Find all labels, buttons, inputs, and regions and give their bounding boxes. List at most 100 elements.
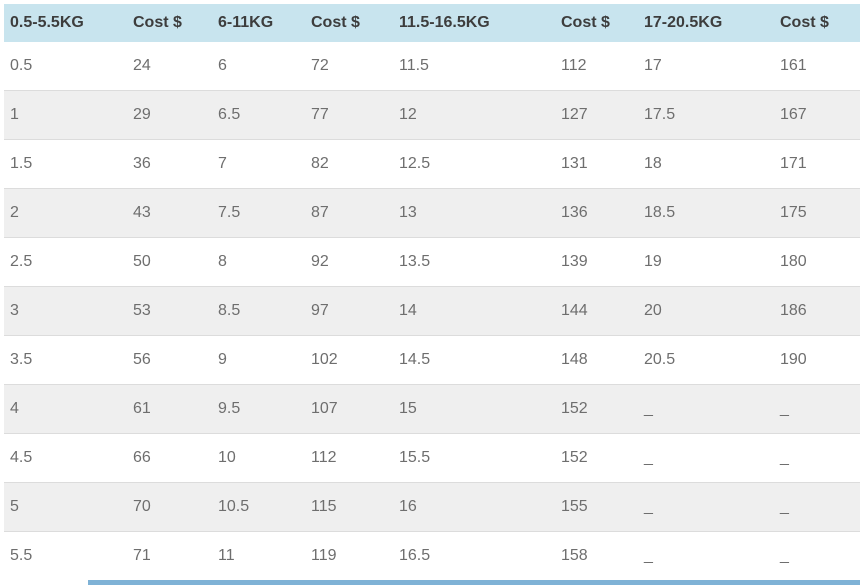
- weight-cell: 7.5: [212, 188, 305, 238]
- weight-cell: 20: [638, 286, 774, 336]
- weight-cell: _: [638, 433, 774, 483]
- table-row: 4.5 66 10 112 15.5 152 _ _: [4, 433, 860, 483]
- cost-cell: 43: [127, 188, 212, 238]
- table-row: 3.5 56 9 102 14.5 148 20.5 190: [4, 335, 860, 385]
- weight-cell: 13.5: [393, 237, 555, 287]
- header-cost-column: Cost $: [127, 4, 212, 42]
- cost-cell: 92: [305, 237, 393, 287]
- cost-cell: 136: [555, 188, 638, 238]
- cost-cell: 50: [127, 237, 212, 287]
- cost-cell: _: [774, 482, 860, 532]
- cost-cell: 112: [561, 57, 587, 74]
- cost-cell: 131: [555, 139, 638, 189]
- weight-cell: 16: [393, 482, 555, 532]
- table-row: 3 53 8.5 97 14 144 20 186: [4, 286, 860, 336]
- cost-cell: 71: [127, 531, 212, 580]
- cost-cell: 61: [127, 384, 212, 434]
- weight-cell: 10: [212, 433, 305, 483]
- weight-cell: 10.5: [212, 482, 305, 532]
- weight-cell: 20.5: [638, 335, 774, 385]
- weight-cell: 19: [638, 237, 774, 287]
- weight-cell: 8.5: [212, 286, 305, 336]
- table-row: 4 61 9.5 107 15 152 _ _: [4, 384, 860, 434]
- cost-cell: _: [774, 384, 860, 434]
- weight-cell: 8: [212, 237, 305, 287]
- cost-cell: _: [774, 531, 860, 580]
- table-row: 1.5 36 7 82 12.5 131 18 171: [4, 139, 860, 189]
- weight-cell: 3: [4, 286, 127, 336]
- cost-cell: 107: [305, 384, 393, 434]
- weight-cell: 14: [393, 286, 555, 336]
- weight-cell: 9.5: [212, 384, 305, 434]
- cost-cell: 87: [305, 188, 393, 238]
- weight-cell: 2.5: [4, 237, 127, 287]
- horizontal-scrollbar-thumb[interactable]: [88, 580, 860, 585]
- weight-cell: 14.5: [393, 335, 555, 385]
- weight-cell: 11.5: [399, 57, 429, 74]
- table-header: 0.5-5.5KG Cost $6-11KG Cost $11.5-16.5KG Co…: [4, 4, 860, 42]
- cost-cell: 66: [127, 433, 212, 483]
- cost-cell: 148: [555, 335, 638, 385]
- weight-cell: 7: [212, 139, 305, 189]
- cost-cell: 127: [555, 90, 638, 140]
- cost-cell: 152: [555, 433, 638, 483]
- table-row: 5 70 10.5 115 16 155 _ _: [4, 482, 860, 532]
- cost-cell: 144: [555, 286, 638, 336]
- cost-cell: 29: [127, 90, 212, 140]
- cost-cell: 158: [555, 531, 638, 580]
- cost-cell: 152: [555, 384, 638, 434]
- weight-cell: 18: [638, 139, 774, 189]
- cost-cell: 175: [774, 188, 860, 238]
- weight-cell: _: [638, 482, 774, 532]
- cost-cell: 56: [127, 335, 212, 385]
- cost-cell: 72: [311, 57, 329, 74]
- weight-cell: 6: [218, 57, 227, 74]
- weight-cell: 12.5: [393, 139, 555, 189]
- weight-cell: 13: [393, 188, 555, 238]
- weight-cell: 17.5: [638, 90, 774, 140]
- weight-cell: 11: [212, 531, 305, 580]
- cost-cell: 171: [774, 139, 860, 189]
- cost-cell: 119: [305, 531, 393, 580]
- cost-cell: 112: [305, 433, 393, 483]
- table-body: 0.5 24 6 72 11.5 112 17 161 1 29 6.5 77 12 127 17.5 167…: [4, 42, 860, 580]
- weight-cell: 4.5: [4, 433, 127, 483]
- header-cost-column: Cost $: [305, 4, 393, 42]
- cost-cell: 180: [774, 237, 860, 287]
- weight-cell: 1: [4, 90, 127, 140]
- table-row: 0.5 24 6 72 11.5 112 17 161: [4, 42, 860, 91]
- cost-cell: 77: [305, 90, 393, 140]
- cost-cell: 102: [305, 335, 393, 385]
- cost-cell: 82: [305, 139, 393, 189]
- table-row: 2 43 7.5 87 13 136 18.5 175: [4, 188, 860, 238]
- weight-cell: 17: [644, 57, 662, 74]
- weight-cell: 18.5: [638, 188, 774, 238]
- weight-cell: 3.5: [4, 335, 127, 385]
- weight-cell: 5.5: [4, 531, 127, 580]
- weight-cell: 5: [4, 482, 127, 532]
- weight-cell: 0.5: [10, 57, 33, 74]
- weight-cell: 9: [212, 335, 305, 385]
- weight-cell: 4: [4, 384, 127, 434]
- cost-cell: _: [774, 433, 860, 483]
- weight-cost-table: 0.5-5.5KG Cost $6-11KG Cost $11.5-16.5KG Co…: [4, 4, 860, 580]
- cost-cell: 155: [555, 482, 638, 532]
- cost-cell: 24: [133, 57, 151, 74]
- header-cost-column: Cost $: [555, 4, 638, 42]
- table-header-row: 0.5-5.5KG Cost $6-11KG Cost $11.5-16.5KG Co…: [4, 4, 860, 42]
- table-row: 1 29 6.5 77 12 127 17.5 167: [4, 90, 860, 140]
- cost-cell: 139: [555, 237, 638, 287]
- weight-cell: 15: [393, 384, 555, 434]
- cost-cell: 186: [774, 286, 860, 336]
- cost-cell: 97: [305, 286, 393, 336]
- cost-cell: 36: [127, 139, 212, 189]
- weight-cell: 6.5: [212, 90, 305, 140]
- cost-cell: 53: [127, 286, 212, 336]
- weight-cell: 12: [393, 90, 555, 140]
- header-weight-range-column: 6-11KG: [212, 4, 305, 42]
- cost-cell: 190: [774, 335, 860, 385]
- weight-cell: _: [638, 384, 774, 434]
- cost-cell: 161: [780, 57, 807, 74]
- cost-cell: 70: [127, 482, 212, 532]
